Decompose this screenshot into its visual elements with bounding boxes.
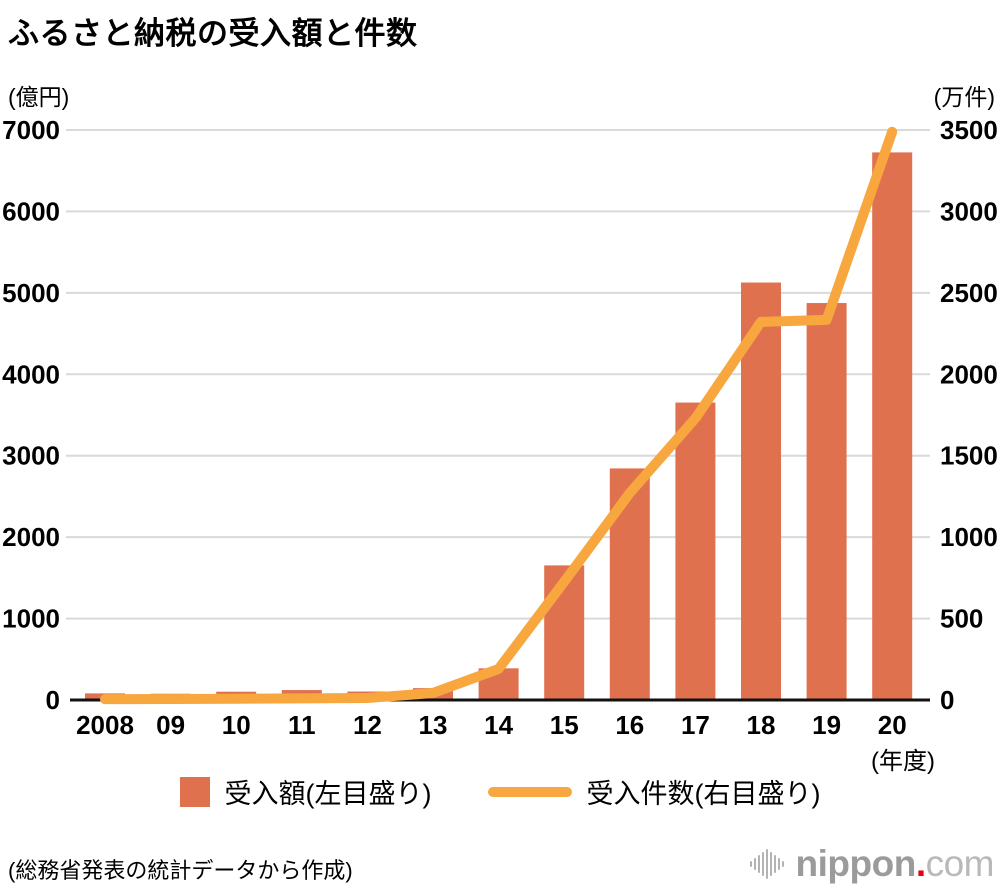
line-series-swatch — [487, 786, 572, 797]
chart-title: ふるさと納税の受入額と件数 — [8, 16, 418, 51]
y-axis-tick-label-right: 1500 — [940, 441, 998, 471]
x-axis-label: 12 — [353, 710, 382, 740]
bar-17 — [675, 402, 716, 700]
x-axis-label: 10 — [222, 710, 251, 740]
logo-dot: . — [915, 843, 926, 884]
left-axis-unit-label: (億円) — [8, 84, 70, 110]
legend-item-amount: 受入額(左目盛り) — [179, 772, 432, 811]
y-axis-tick-label-left: 7000 — [2, 115, 60, 145]
y-axis-tick-label-left: 3000 — [2, 441, 60, 471]
bar-19 — [806, 303, 847, 700]
y-axis-tick-label-right: 2500 — [940, 278, 998, 308]
x-axis-label: 13 — [419, 710, 448, 740]
legend: 受入額(左目盛り) 受入件数(右目盛り) — [0, 772, 1000, 811]
y-axis-tick-label-right: 3500 — [940, 115, 998, 145]
legend-item-count: 受入件数(右目盛り) — [487, 772, 821, 811]
y-axis-tick-label-left: 1000 — [2, 604, 60, 634]
y-axis-tick-label-right: 3000 — [940, 196, 998, 226]
bar-series-swatch — [179, 776, 210, 807]
soundwave-bars-icon — [749, 849, 784, 879]
y-axis-tick-label-left: 4000 — [2, 359, 60, 389]
logo-text-bold: nippon — [795, 843, 917, 884]
y-axis-tick-label-left: 5000 — [2, 278, 60, 308]
logo-text-light: com — [925, 843, 995, 884]
bar-18 — [741, 282, 781, 700]
legend-label-count: 受入件数(右目盛り) — [586, 779, 821, 809]
legend-label-amount: 受入額(左目盛り) — [224, 779, 432, 809]
y-axis-tick-label-left: 0 — [46, 685, 60, 715]
source-note: (総務省発表の統計データから作成) — [8, 858, 353, 883]
bar-16 — [609, 468, 650, 700]
x-axis-label: 18 — [747, 710, 776, 740]
x-axis-label: 2008 — [76, 710, 134, 740]
x-axis-label: 16 — [615, 710, 644, 740]
y-axis-tick-label-left: 2000 — [2, 522, 60, 552]
y-axis-tick-label-right: 500 — [940, 604, 983, 634]
x-axis-label: 09 — [156, 710, 185, 740]
bar-20 — [872, 152, 913, 701]
x-axis-label: 17 — [681, 710, 710, 740]
x-axis-unit-label: (年度) — [871, 748, 935, 775]
y-axis-tick-label-right: 0 — [940, 685, 954, 715]
nippon-logo: nippon.com — [748, 843, 995, 885]
x-axis-label: 20 — [878, 710, 907, 740]
x-axis-label: 19 — [812, 710, 841, 740]
count-line-series — [100, 126, 898, 705]
x-axis-label: 15 — [550, 710, 579, 740]
y-axis-tick-label-right: 1000 — [940, 522, 998, 552]
x-axis-label: 14 — [484, 710, 513, 740]
y-axis-tick-label-right: 2000 — [940, 359, 998, 389]
right-axis-unit-label: (万件) — [933, 84, 995, 110]
x-axis-label: 11 — [288, 710, 316, 740]
logo-text: nippon.com — [795, 843, 995, 885]
y-axis-tick-label-left: 6000 — [2, 196, 60, 226]
